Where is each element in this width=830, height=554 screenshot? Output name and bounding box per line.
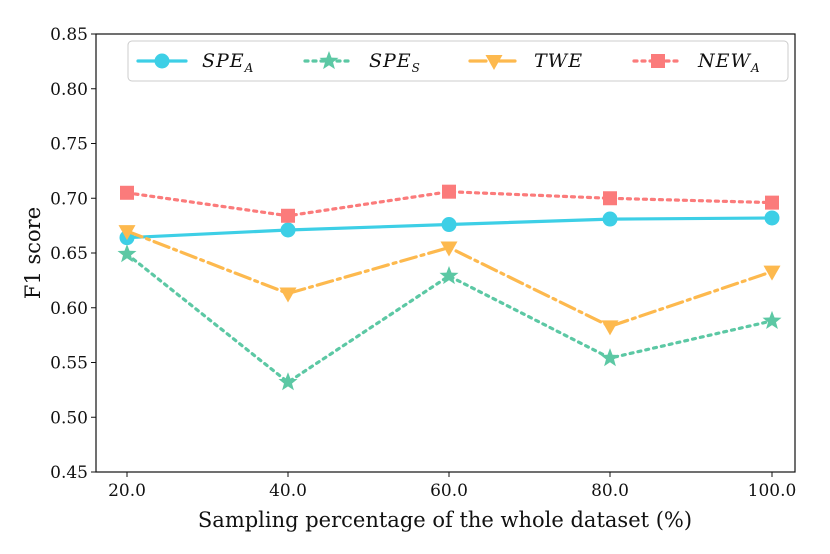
legend-label: SPEA — [202, 50, 254, 75]
data-point — [765, 195, 779, 210]
x-tick-label: 100.0 — [748, 481, 797, 501]
legend-entry: SPES — [303, 50, 421, 75]
data-point — [764, 210, 780, 226]
data-point — [442, 184, 456, 199]
series-twe — [118, 225, 781, 336]
y-axis-label: F1 score — [21, 207, 45, 299]
data-point — [603, 191, 617, 206]
data-point — [441, 217, 457, 233]
y-tick-label: 0.60 — [50, 299, 88, 319]
data-point — [117, 244, 137, 263]
legend-marker — [154, 53, 170, 69]
y-axis: 0.45 0.50 0.55 0.60 0.65 0.70 0.75 0.80 0.85 — [50, 25, 96, 483]
x-tick-label: 80.0 — [591, 481, 629, 501]
legend-label-main: SPE — [369, 50, 412, 72]
legend-entry: SPEA — [136, 50, 254, 75]
y-tick-label: 0.50 — [50, 408, 88, 428]
data-point — [440, 241, 458, 257]
legend: SPEA SPES TWE NEWA — [127, 40, 789, 82]
data-point — [279, 287, 297, 303]
data-point — [281, 208, 295, 223]
data-point — [602, 211, 618, 227]
legend-label-sub: S — [412, 61, 421, 75]
legend-label-main: SPE — [202, 50, 245, 72]
series-spes — [117, 244, 782, 391]
legend-marker — [319, 51, 339, 70]
y-tick-label: 0.85 — [50, 25, 88, 45]
legend-label-main: NEW — [697, 50, 751, 72]
legend-label-sub: A — [750, 61, 761, 75]
series-line — [125, 190, 774, 218]
legend-label: NEWA — [697, 50, 761, 75]
legend-label: TWE — [534, 50, 583, 72]
data-point — [118, 225, 136, 241]
x-axis-label: Sampling percentage of the whole dataset… — [198, 508, 692, 532]
data-point — [120, 185, 134, 200]
y-tick-label: 0.65 — [50, 244, 88, 264]
legend-label-main: TWE — [534, 50, 583, 72]
y-tick-label: 0.70 — [50, 189, 88, 209]
data-point — [763, 265, 781, 281]
legend-marker — [485, 55, 503, 70]
legend-entry: TWE — [468, 50, 583, 72]
legend-entry: NEWA — [632, 50, 761, 75]
data-point — [278, 372, 298, 391]
x-tick-label: 40.0 — [269, 481, 307, 501]
data-point — [601, 320, 619, 336]
data-point — [762, 310, 782, 329]
x-axis: 20.0 40.0 60.0 80.0 100.0 — [108, 472, 796, 501]
legend-label-sub: A — [244, 61, 255, 75]
legend-marker — [651, 54, 665, 68]
series-spea — [119, 210, 780, 246]
y-tick-label: 0.55 — [50, 354, 88, 374]
y-tick-label: 0.75 — [50, 135, 88, 155]
data-point — [280, 222, 296, 238]
legend-label: SPES — [369, 50, 421, 75]
data-point — [600, 348, 620, 367]
y-tick-label: 0.80 — [50, 80, 88, 100]
series-newa — [120, 184, 779, 223]
y-tick-label: 0.45 — [50, 463, 88, 483]
data-point — [439, 266, 459, 285]
series-layer — [117, 184, 782, 391]
plot-area — [95, 33, 796, 473]
legend-box — [127, 40, 789, 82]
x-tick-label: 60.0 — [430, 481, 468, 501]
x-tick-label: 20.0 — [108, 481, 146, 501]
